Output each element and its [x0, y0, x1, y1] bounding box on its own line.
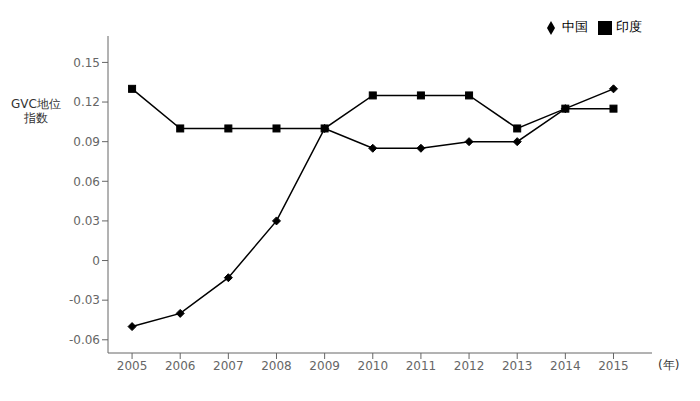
svg-text:2012: 2012 [454, 359, 485, 373]
svg-text:2006: 2006 [165, 359, 196, 373]
svg-text:2007: 2007 [213, 359, 244, 373]
html-text:中国: 中国 [562, 19, 588, 34]
svg-text:2005: 2005 [117, 359, 148, 373]
svg-text:0.15: 0.15 [73, 56, 100, 70]
svg-text:0: 0 [92, 254, 100, 268]
svg-text:2010: 2010 [358, 359, 389, 373]
html-text:印度: 印度 [616, 19, 642, 34]
svg-text:0.12: 0.12 [73, 95, 100, 109]
svg-text:2008: 2008 [261, 359, 292, 373]
svg-text:2014: 2014 [550, 359, 581, 373]
svg-text:GVC地位指数: GVC地位指数 [11, 97, 61, 125]
svg-text:(年): (年) [658, 358, 679, 372]
svg-text:0.09: 0.09 [73, 135, 100, 149]
svg-text:2013: 2013 [502, 359, 533, 373]
svg-text:2009: 2009 [309, 359, 340, 373]
svg-text:2015: 2015 [598, 359, 629, 373]
svg-text:-0.06: -0.06 [69, 333, 100, 347]
svg-text:-0.03: -0.03 [69, 293, 100, 307]
svg-text:0.06: 0.06 [73, 175, 100, 189]
svg-text:0.03: 0.03 [73, 214, 100, 228]
svg-text:2011: 2011 [406, 359, 437, 373]
